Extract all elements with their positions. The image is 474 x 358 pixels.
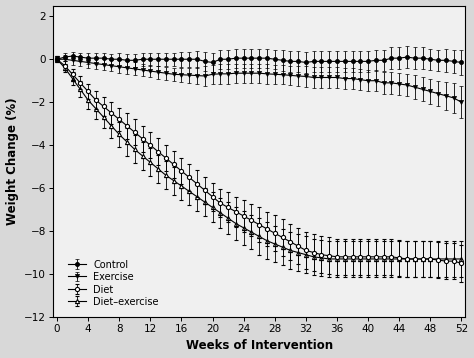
X-axis label: Weeks of Intervention: Weeks of Intervention bbox=[186, 339, 333, 352]
Y-axis label: Weight Change (%): Weight Change (%) bbox=[6, 97, 18, 225]
Legend: Control, Exercise, Diet, Diet–exercise: Control, Exercise, Diet, Diet–exercise bbox=[66, 258, 161, 309]
